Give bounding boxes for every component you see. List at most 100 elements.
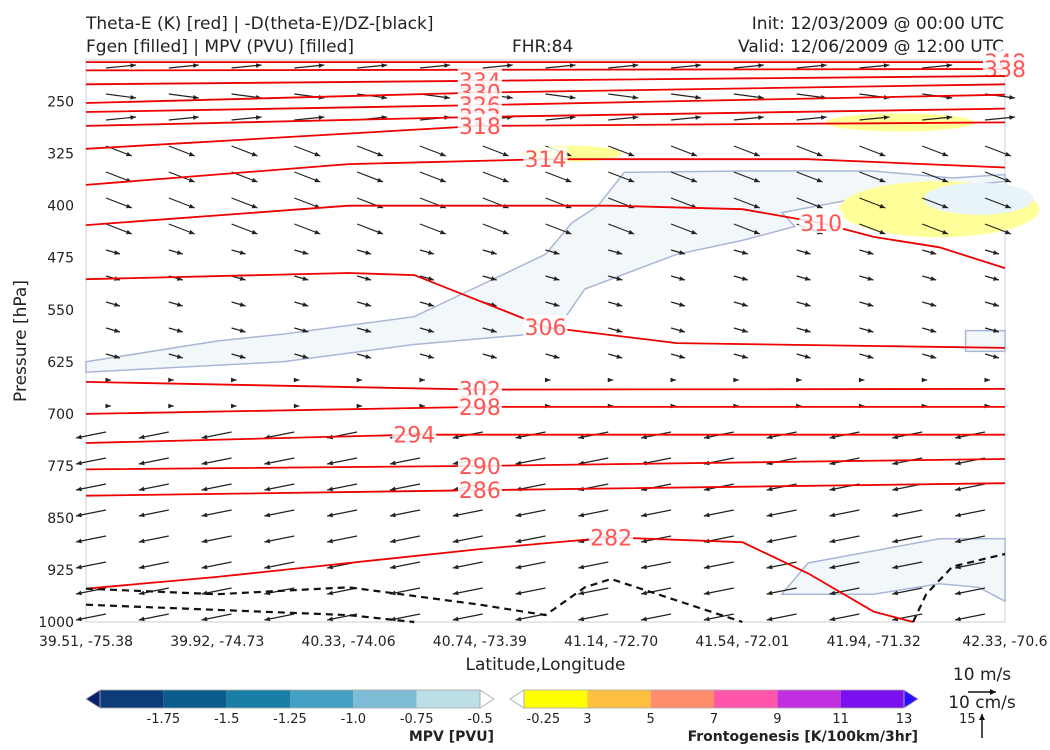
vector-key-vertical-label: 10 cm/s — [948, 693, 1016, 713]
wind-vector-head — [628, 151, 635, 157]
wind-vector-head — [892, 538, 899, 544]
wind-vector-head — [1009, 94, 1015, 100]
colorbar-tick-label: 13 — [896, 712, 913, 727]
colorbar-tick-label: -1.0 — [341, 712, 366, 727]
x-tick-label: 40.74, -73.39 — [433, 634, 527, 650]
wind-vector-head — [616, 302, 623, 307]
wind-vector-head — [515, 512, 522, 518]
wind-vector-head — [858, 377, 865, 383]
wind-vector-head — [515, 460, 522, 466]
wind-vector-head — [569, 115, 576, 120]
wind-vector-head — [616, 328, 623, 333]
wind-vector-head — [883, 63, 890, 68]
wind-vector-head — [553, 250, 560, 255]
wind-vector-head — [201, 460, 208, 466]
wind-vector-head — [502, 229, 509, 235]
contour-label-bg — [457, 453, 502, 476]
wind-vector-head — [921, 377, 928, 383]
wind-vector-head — [452, 564, 459, 570]
wind-vector-head — [955, 512, 961, 518]
y-tick-label: 775 — [47, 459, 74, 475]
wind-vector-head — [327, 590, 334, 596]
wind-vector-head — [553, 302, 560, 307]
wind-vector-head — [302, 354, 309, 359]
wind-vector-head — [753, 177, 760, 183]
wind-vector-head — [444, 94, 450, 100]
chart-title-line2: Fgen [filled] | MPV (PVU) [filled] — [86, 37, 355, 57]
wind-vector-head — [201, 538, 208, 544]
wind-vector-head — [138, 512, 145, 518]
colorbar-segment — [777, 690, 841, 708]
wind-vector-head — [239, 250, 246, 255]
wind-vector-head — [239, 328, 246, 333]
colorbar-extend-right — [479, 689, 495, 709]
wind-vector-head — [327, 486, 334, 492]
wind-vector-head — [251, 229, 258, 235]
wind-vector-head — [389, 512, 396, 518]
wind-vector-head — [679, 354, 686, 359]
colorbar-tick-label: 7 — [710, 712, 718, 727]
contour-label-bg — [589, 525, 634, 548]
wind-vector-head — [76, 616, 82, 622]
wind-vector-head — [804, 250, 811, 255]
theta-e-contour — [85, 68, 1006, 72]
colorbar-tick-label: 3 — [583, 712, 591, 727]
wind-vector-head — [955, 616, 961, 622]
wind-vector-head — [138, 590, 145, 596]
wind-vector-head — [804, 354, 811, 359]
vector-key-horizontal-label: 10 m/s — [953, 665, 1011, 685]
contour-label-bg — [799, 211, 844, 234]
wind-vector-head — [632, 94, 639, 100]
wind-vector-head — [264, 616, 271, 622]
wind-vector-head — [753, 151, 760, 157]
wind-vector-head — [695, 94, 702, 100]
wind-vector-head — [130, 115, 136, 120]
wind-vector-head — [691, 151, 698, 157]
wind-vector-head — [984, 377, 990, 383]
wind-vector-head — [255, 63, 262, 68]
wind-vector-head — [741, 276, 748, 281]
wind-vector-head — [114, 302, 120, 307]
wind-vector-head — [879, 151, 886, 157]
wind-vector-head — [76, 590, 82, 596]
wind-vector-head — [1005, 229, 1011, 235]
wind-vector-head — [176, 302, 183, 307]
wind-vector-head — [829, 538, 836, 544]
wind-vector-head — [993, 276, 999, 281]
wind-vector-head — [168, 403, 174, 409]
wind-vector-head — [255, 115, 262, 120]
wind-vector-head — [490, 328, 497, 333]
wind-vector-head — [130, 94, 136, 100]
wind-vector-head — [553, 276, 560, 281]
wind-vector-head — [930, 354, 937, 359]
wind-vector-head — [439, 229, 446, 235]
wind-vector-head — [1009, 115, 1015, 120]
wind-vector-head — [766, 616, 773, 622]
wind-vector-head — [502, 177, 509, 183]
y-axis-label: Pressure [hPa] — [11, 280, 31, 402]
wind-vector-head — [641, 538, 647, 544]
colorbar-frame — [523, 689, 905, 709]
wind-vector-head — [327, 564, 334, 570]
wind-vector-head — [231, 403, 237, 409]
theta-e-contour-label: 294 — [393, 424, 435, 449]
wind-vector-head — [490, 250, 497, 255]
wind-vector-head — [176, 354, 183, 359]
wind-vector-head — [327, 538, 334, 544]
colorbar-tick-label: -1.25 — [273, 712, 307, 727]
wind-vector-head — [703, 434, 710, 440]
wind-vector-head — [955, 460, 961, 466]
wind-vector-head — [314, 151, 321, 157]
wind-vector-head — [758, 94, 764, 100]
wind-vector-head — [867, 354, 874, 359]
wind-vector-head — [389, 486, 396, 492]
wind-vector-head — [930, 328, 937, 333]
colorbar-segment — [840, 690, 904, 708]
y-tick-label: 1000 — [38, 615, 74, 631]
wind-vector-head — [192, 94, 199, 100]
wind-vector-head — [444, 63, 450, 68]
wind-vector-head — [829, 590, 836, 596]
wind-vector-head — [138, 434, 145, 440]
wind-vector-head — [758, 63, 764, 68]
wind-vector-head — [578, 564, 585, 570]
